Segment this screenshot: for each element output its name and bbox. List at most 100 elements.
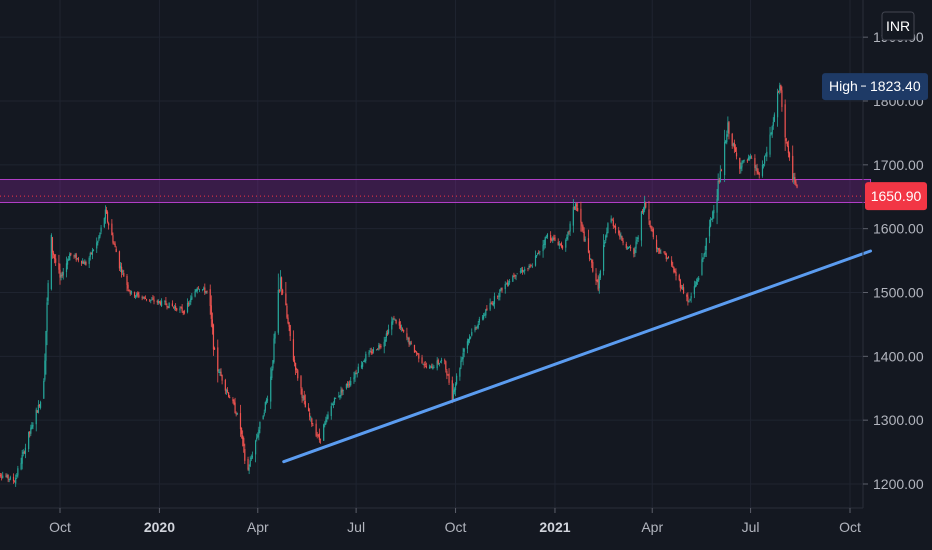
candle-body — [212, 324, 215, 350]
candle-body — [372, 348, 375, 352]
candle-body — [467, 339, 470, 343]
candle-body — [697, 279, 699, 282]
candle-body — [346, 383, 349, 386]
candle-body — [641, 210, 644, 213]
candle-body — [266, 399, 269, 401]
candle-body — [361, 362, 364, 367]
candle-body — [538, 252, 540, 254]
candle-body — [114, 243, 116, 247]
candle-body — [524, 269, 526, 272]
currency-label: INR — [886, 18, 910, 34]
candle-body — [315, 423, 317, 436]
candle-body — [6, 475, 8, 478]
candle-body — [166, 305, 168, 307]
price-tick-label: 1200.00 — [873, 476, 924, 492]
candle-body — [569, 223, 571, 232]
resistance-zone[interactable] — [0, 179, 872, 203]
candle-body — [413, 344, 416, 353]
candle-body — [97, 241, 99, 243]
candle-body — [171, 303, 173, 307]
candle-body — [236, 413, 238, 415]
candle-body — [573, 206, 576, 209]
candle-body — [751, 157, 753, 159]
candle-body — [663, 251, 665, 253]
candle-body — [726, 134, 728, 143]
candle-body — [248, 467, 250, 471]
candle-body — [687, 296, 689, 302]
candle-body — [588, 254, 591, 260]
candle-body — [550, 235, 552, 241]
candle-body — [476, 327, 478, 329]
candle-body — [470, 336, 472, 338]
candle-body — [584, 239, 586, 241]
candle-body — [278, 289, 280, 291]
time-axis[interactable]: Oct 2020 Apr Jul Oct 2021 Apr Jul Oct — [49, 508, 861, 535]
candle-body — [188, 303, 190, 305]
candle-body — [757, 171, 759, 174]
candle-body — [195, 289, 197, 292]
candle-body — [735, 152, 738, 157]
candle-body — [144, 298, 146, 299]
candle-body — [197, 288, 199, 290]
candle-body — [634, 249, 636, 253]
candle-body — [445, 361, 447, 370]
candle-body — [527, 268, 529, 270]
candle-body — [545, 237, 547, 239]
candle-body — [387, 329, 390, 334]
candle-body — [172, 306, 175, 308]
candle-body — [51, 237, 54, 253]
candle-body — [607, 223, 609, 234]
candle-body — [327, 414, 329, 419]
trendline[interactable] — [282, 249, 873, 464]
candle-body — [357, 366, 359, 373]
candle-body — [463, 348, 465, 352]
candle-body — [756, 168, 758, 173]
currency-badge[interactable]: INR — [881, 11, 915, 41]
candle-body — [218, 372, 220, 373]
candle-body — [537, 252, 539, 255]
candle-body — [743, 159, 745, 162]
candle-body — [83, 261, 85, 264]
candle-body — [414, 351, 417, 353]
candle-body — [409, 341, 411, 345]
candle-body — [521, 269, 524, 272]
time-tick-label: Oct — [839, 519, 861, 535]
candle-body — [330, 406, 332, 417]
candle-body — [73, 255, 75, 257]
candle-body — [484, 314, 486, 316]
candle-body — [89, 253, 91, 257]
candle-body — [39, 402, 42, 408]
candle-body — [221, 375, 223, 381]
candle-body — [614, 225, 617, 230]
candle-body — [286, 305, 288, 318]
candle-body — [785, 138, 787, 141]
candle-body — [112, 235, 114, 243]
candle-body — [68, 259, 70, 261]
candle-body — [297, 370, 299, 379]
candle-body — [595, 273, 597, 281]
candle-body — [716, 198, 718, 213]
candle-body — [239, 413, 242, 430]
candle-body — [425, 366, 427, 368]
candle-body — [746, 160, 748, 162]
candle-body — [180, 307, 182, 308]
candle-body — [191, 296, 193, 300]
candle-body — [213, 347, 216, 350]
candle-body — [209, 289, 211, 306]
candle-body — [481, 317, 484, 319]
candle-body — [259, 421, 261, 429]
price-tick-label: 1300.00 — [873, 412, 924, 428]
candle-body — [701, 259, 703, 275]
candle-body — [319, 438, 322, 440]
candle-body — [770, 133, 772, 135]
candle-body — [186, 303, 189, 313]
candle-body — [301, 388, 303, 398]
candle-body — [316, 434, 318, 436]
candle-body — [755, 167, 757, 169]
candle-body — [741, 162, 743, 168]
candle-body — [642, 208, 645, 214]
candle-body — [453, 389, 456, 392]
candle-body — [24, 447, 27, 454]
candle-body — [334, 398, 337, 399]
